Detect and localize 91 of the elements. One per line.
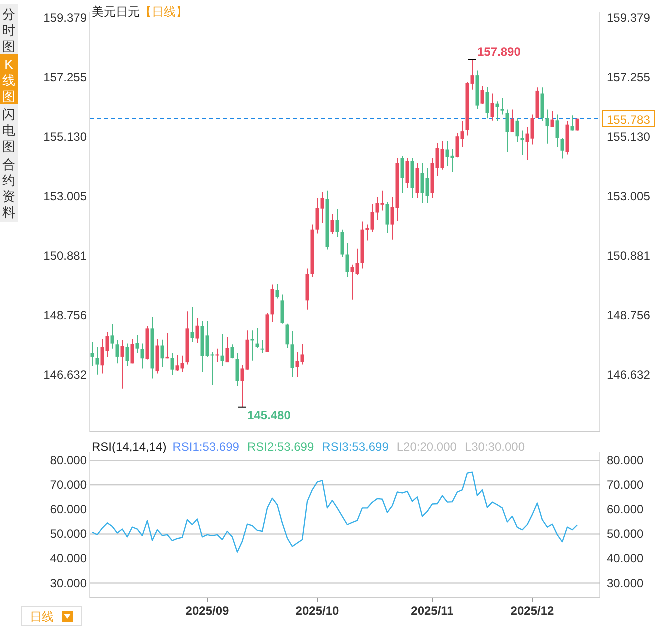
candlestick: [220, 334, 224, 367]
y2-tick-label: 159.379: [607, 11, 651, 26]
y-tick-label: 150.881: [44, 249, 88, 264]
y2-tick-label: 40.000: [607, 552, 644, 566]
candlestick: [330, 214, 334, 235]
y2-tick-label: 150.881: [607, 249, 651, 264]
candlestick: [560, 138, 564, 160]
candlestick: [126, 343, 130, 367]
text: K线图: [2, 57, 16, 104]
y-tick-label: 30.000: [50, 576, 88, 590]
y2-tick-label: 80.000: [607, 454, 644, 468]
x-tick-label: 2025/12: [510, 604, 555, 618]
annotation: RSI2:53.699: [247, 440, 314, 454]
chart-subtitle: 【日线】: [140, 5, 188, 19]
annotation: L20:20.000: [396, 440, 458, 454]
candlestick: [130, 338, 134, 364]
chart-title: 美元日元: [92, 5, 140, 19]
text: 分时图: [2, 7, 16, 54]
y-tick-label: 40.000: [50, 552, 88, 566]
y-tick-label: 157.255: [44, 70, 88, 85]
x-tick-label: 2025/11: [411, 604, 454, 618]
candlestick: [406, 158, 410, 189]
text: 合约资料: [2, 157, 16, 220]
candlestick: [256, 328, 260, 348]
annotation: 145.480: [248, 408, 292, 422]
candlestick: [516, 118, 520, 143]
candlestick: [116, 340, 120, 364]
candlestick: [196, 318, 200, 344]
candlestick: [160, 339, 164, 368]
candlestick: [280, 294, 284, 324]
candlestick: [110, 324, 114, 350]
y-tick-label: 148.756: [44, 308, 88, 323]
candlestick: [276, 284, 280, 300]
candlestick: [400, 156, 404, 194]
y-tick-label: 50.000: [50, 527, 88, 542]
y2-tick-label: 70.000: [607, 478, 644, 492]
candlestick: [190, 306, 194, 343]
candlestick: [490, 93, 494, 122]
y-tick-label: 146.632: [44, 368, 88, 382]
ref-line-label: 155.783: [607, 112, 651, 127]
candlestick: [90, 342, 94, 367]
y-tick-label: 155.130: [44, 130, 88, 144]
candlestick: [140, 343, 144, 370]
annotation: RSI1:53.699: [172, 440, 240, 454]
chart-title: RSI(14,14,14): [92, 440, 167, 454]
candlestick: [286, 323, 290, 348]
annotation: 157.890: [478, 44, 522, 59]
candlestick: [486, 86, 490, 120]
candlestick: [500, 98, 504, 116]
candlestick: [520, 130, 524, 156]
candlestick: [96, 346, 100, 376]
y-tick-label: 159.379: [44, 11, 88, 26]
candlestick: [550, 110, 554, 128]
candlestick: [230, 344, 234, 360]
candlestick: [170, 352, 174, 376]
candlestick: [260, 340, 264, 354]
y2-tick-label: 153.005: [607, 190, 651, 204]
candlestick: [120, 340, 124, 390]
annotation: L30:30.000: [464, 440, 526, 454]
candlestick: [570, 115, 574, 132]
candlestick: [336, 208, 340, 238]
x-tick-label: 2025/09: [186, 604, 230, 618]
candlestick: [226, 336, 230, 364]
y2-tick-label: 50.000: [607, 527, 644, 542]
line-series: [92, 472, 578, 553]
candlestick: [506, 109, 510, 152]
candlestick: [480, 86, 484, 105]
candlestick: [340, 229, 344, 258]
candlestick: [236, 352, 240, 387]
y2-tick-label: 30.000: [607, 576, 644, 590]
candlestick: [216, 348, 220, 362]
y2-tick-label: 60.000: [607, 502, 644, 517]
y-tick-label: 80.000: [50, 454, 88, 468]
candlestick: [290, 330, 294, 378]
y-tick-label: 60.000: [50, 502, 88, 517]
y2-tick-label: 157.255: [607, 70, 651, 85]
text: 日线: [30, 610, 54, 624]
candlestick: [346, 242, 350, 278]
candlestick: [546, 109, 550, 144]
text: 闪电图: [2, 107, 16, 154]
y-tick-label: 153.005: [44, 190, 88, 204]
y-tick-label: 70.000: [50, 478, 88, 492]
candlestick: [136, 334, 140, 354]
x-tick-label: 2025/10: [296, 604, 340, 618]
annotation: RSI3:53.699: [322, 440, 390, 454]
candlestick: [510, 109, 514, 133]
y2-tick-label: 155.130: [607, 130, 651, 144]
candlestick: [556, 114, 560, 148]
y2-tick-label: 148.756: [607, 308, 651, 323]
y2-tick-label: 146.632: [607, 368, 651, 382]
candlestick: [386, 202, 390, 234]
